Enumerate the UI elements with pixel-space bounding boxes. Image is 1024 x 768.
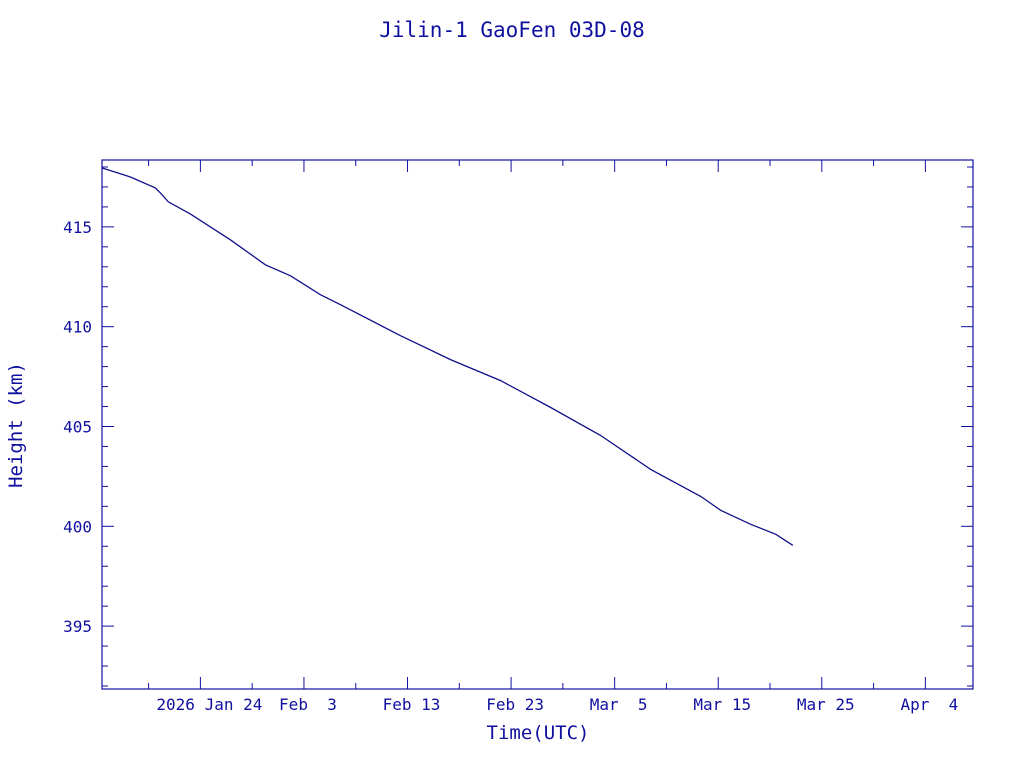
plot-frame [101, 159, 974, 690]
x-tick-label: Feb 13 [383, 695, 441, 714]
y-tick-label: 400 [63, 517, 92, 536]
y-tick-label: 410 [63, 318, 92, 337]
x-tick-label: Feb 3 [279, 695, 337, 714]
height-series-line [102, 167, 794, 546]
x-tick-label: Mar 25 [797, 695, 855, 714]
y-tick-label: 405 [63, 417, 92, 436]
x-tick-label: Apr 4 [900, 695, 958, 714]
chart-title: Jilin-1 GaoFen 03D-08 [379, 18, 645, 42]
y-tick-label: 395 [63, 617, 92, 636]
y-axis-label: Height (km) [5, 362, 27, 488]
x-tick-label: 2026 Jan 24 [156, 695, 262, 714]
y-tick-label: 415 [63, 218, 92, 237]
x-tick-label: Mar 5 [590, 695, 648, 714]
x-axis-label: Time(UTC) [487, 722, 590, 744]
x-tick-label: Mar 15 [693, 695, 751, 714]
x-tick-label: Feb 23 [486, 695, 544, 714]
